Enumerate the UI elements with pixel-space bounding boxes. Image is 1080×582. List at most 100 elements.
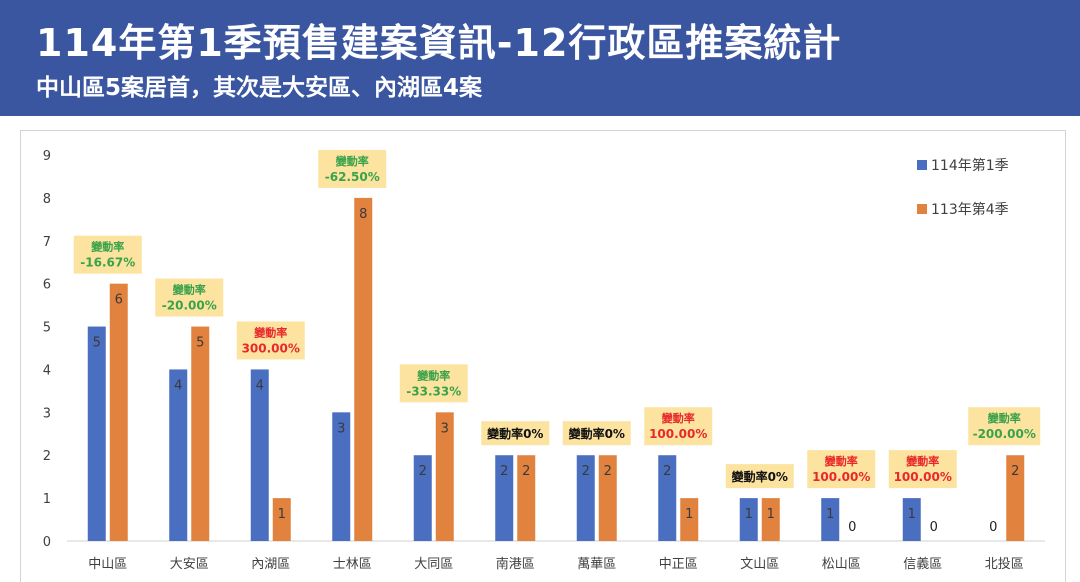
bar-series-0 <box>250 369 269 541</box>
bar-series-1 <box>761 498 780 541</box>
change-rate-text: 變動率0% <box>731 469 788 484</box>
bar-data-label: 2 <box>604 464 612 479</box>
bar-series-1 <box>272 498 291 541</box>
bar-series-0 <box>902 498 921 541</box>
bar-series-0 <box>413 455 432 541</box>
bar-data-label: 0 <box>930 520 938 535</box>
change-rate-callout <box>888 450 957 489</box>
change-rate-value: -200.00% <box>973 427 1036 441</box>
y-tick-label: 2 <box>43 449 51 464</box>
change-rate-label: 變動率 <box>254 325 287 339</box>
bar-series-1 <box>598 455 617 541</box>
change-rate-value: 100.00% <box>649 427 707 441</box>
bar-series-0 <box>658 455 677 541</box>
page-title: 114年第1季預售建案資訊-12行政區推案統計 <box>36 21 842 65</box>
bar-series-1 <box>191 326 210 541</box>
x-tick-label: 南港區 <box>496 556 535 572</box>
change-rate-callout <box>807 450 876 489</box>
y-tick-label: 7 <box>43 235 51 250</box>
x-tick-label: 信義區 <box>903 556 942 572</box>
y-tick-label: 6 <box>43 278 51 293</box>
change-rate-callout <box>73 235 142 274</box>
x-tick-label: 大安區 <box>170 557 209 572</box>
bar-data-label: 1 <box>908 507 916 522</box>
change-rate-label: 變動率 <box>91 240 124 254</box>
x-tick-label: 內湖區 <box>251 557 290 572</box>
y-tick-label: 3 <box>43 406 51 421</box>
x-tick-label: 文山區 <box>740 557 779 572</box>
page-subtitle: 中山區5案居首，其次是大安區、內湖區4案 <box>36 75 483 101</box>
bar-series-1 <box>354 197 373 541</box>
y-tick-label: 0 <box>43 535 51 550</box>
legend-swatch <box>917 204 927 214</box>
bar-series-1 <box>109 283 128 541</box>
legend-label: 113年第4季 <box>931 201 1009 218</box>
bar-data-label: 2 <box>522 464 530 479</box>
x-tick-label: 中正區 <box>659 557 698 572</box>
change-rate-label: 變動率 <box>173 283 206 297</box>
bar-data-label: 1 <box>278 507 286 522</box>
bar-series-1 <box>517 455 536 541</box>
bar-data-label: 2 <box>663 464 671 479</box>
bar-data-label: 0 <box>848 520 856 535</box>
bar-data-label: 4 <box>174 378 182 393</box>
y-tick-label: 4 <box>43 363 51 378</box>
bar-data-label: 2 <box>582 464 590 479</box>
x-tick-label: 萬華區 <box>577 557 616 572</box>
bar-series-0 <box>169 369 188 541</box>
bar-data-label: 6 <box>115 293 123 308</box>
bar-series-0 <box>576 455 595 541</box>
change-rate-callout <box>155 278 224 317</box>
bar-series-0 <box>821 498 840 541</box>
change-rate-value: 100.00% <box>894 470 952 484</box>
change-rate-value: 100.00% <box>812 470 870 484</box>
bar-data-label: 3 <box>441 421 449 436</box>
legend-label: 114年第1季 <box>931 157 1009 174</box>
bar-series-0 <box>87 326 106 541</box>
bar-data-label: 3 <box>337 421 345 436</box>
bar-data-label: 5 <box>196 336 204 351</box>
bar-data-label: 1 <box>767 507 775 522</box>
change-rate-value: 300.00% <box>242 341 300 355</box>
change-rate-label: 變動率 <box>906 454 939 468</box>
change-rate-value: -33.33% <box>406 384 461 398</box>
change-rate-callout <box>481 421 550 446</box>
bar-data-label: 0 <box>989 520 997 535</box>
change-rate-callout <box>399 364 468 403</box>
bar-data-label: 1 <box>745 507 753 522</box>
change-rate-callout <box>318 149 387 188</box>
x-tick-label: 北投區 <box>985 556 1024 572</box>
bar-series-1 <box>435 412 454 541</box>
change-rate-text: 變動率0% <box>486 426 543 441</box>
bar-series-0 <box>332 412 351 541</box>
header-banner: 114年第1季預售建案資訊-12行政區推案統計 中山區5案居首，其次是大安區、內… <box>0 0 1080 116</box>
change-rate-text: 變動率0% <box>568 426 625 441</box>
x-tick-label: 大同區 <box>414 557 453 572</box>
bar-series-0 <box>739 498 758 541</box>
bar-data-label: 8 <box>359 207 367 222</box>
bar-data-label: 1 <box>685 507 693 522</box>
y-tick-label: 5 <box>43 321 51 336</box>
x-tick-label: 士林區 <box>333 557 372 572</box>
bar-data-label: 2 <box>419 464 427 479</box>
bar-data-label: 4 <box>256 378 264 393</box>
bar-data-label: 2 <box>1011 464 1019 479</box>
change-rate-callout <box>644 407 713 446</box>
x-tick-label: 中山區 <box>88 557 127 572</box>
change-rate-label: 變動率 <box>825 454 858 468</box>
bar-series-1 <box>680 498 699 541</box>
change-rate-label: 變動率 <box>336 154 369 168</box>
change-rate-value: -16.67% <box>80 256 135 270</box>
change-rate-label: 變動率 <box>417 368 450 382</box>
change-rate-callout <box>968 407 1041 446</box>
change-rate-callout <box>562 421 631 446</box>
y-tick-label: 8 <box>43 192 51 207</box>
change-rate-label: 變動率 <box>662 411 695 425</box>
change-rate-callout <box>236 321 305 360</box>
bar-data-label: 2 <box>500 464 508 479</box>
legend-swatch <box>917 160 927 170</box>
y-tick-label: 9 <box>43 149 51 164</box>
change-rate-label: 變動率 <box>988 411 1021 425</box>
bar-data-label: 1 <box>826 507 834 522</box>
chart-panel: 0 1 2 3 4 5 6 7 8 9 中山區 5 6 變動率 -16.67% 大安區 4 5 變動率 -20.00%… <box>20 130 1066 582</box>
